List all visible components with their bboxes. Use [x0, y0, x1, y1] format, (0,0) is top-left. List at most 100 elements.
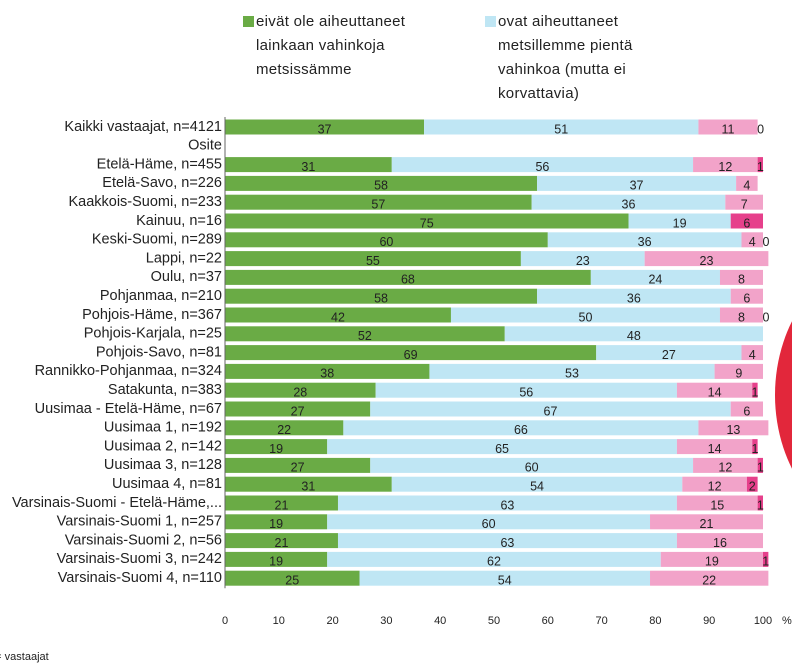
bar-segment [676, 533, 763, 549]
legend-swatch [485, 16, 496, 27]
bar-segment [225, 533, 338, 549]
bar-segment [757, 157, 763, 173]
value-label: 28 [293, 385, 307, 399]
x-tick-label: 20 [326, 615, 338, 627]
value-label: 19 [269, 517, 283, 531]
value-label: 21 [275, 536, 289, 550]
value-label: 60 [482, 517, 496, 531]
value-label: 55 [366, 254, 380, 268]
bar-segment [225, 269, 591, 285]
value-label: 14 [708, 442, 722, 456]
bar-segment [660, 551, 763, 567]
bar-segment [628, 213, 731, 229]
y-tick-label: Osite [188, 138, 222, 154]
bar-segment [719, 307, 763, 323]
y-tick-label: Kaakkois-Suomi, n=233 [68, 194, 222, 210]
y-tick-label: Satakunta, n=383 [108, 382, 222, 398]
bar-segment [225, 363, 430, 379]
x-tick-label: 50 [488, 615, 500, 627]
bar-segment [225, 345, 597, 361]
value-label: 0 [763, 235, 770, 249]
value-label: 1 [757, 461, 764, 475]
value-label: 0 [763, 310, 770, 324]
value-label: 1 [762, 555, 769, 569]
bar-segment [698, 119, 758, 135]
value-label: 23 [700, 254, 714, 268]
bar-segment [763, 551, 769, 567]
bar-segment [424, 119, 699, 135]
bar-segment [682, 476, 747, 492]
y-tick-label: Keski-Suomi, n=289 [92, 232, 222, 248]
value-label: 12 [718, 461, 732, 475]
legend-item: ovat aiheuttaneet metsillemme pientä vah… [485, 10, 663, 106]
bar-segment [370, 401, 731, 417]
bar-segment [698, 420, 769, 436]
x-tick-label: 70 [595, 615, 607, 627]
value-label: 22 [702, 573, 716, 587]
bar-segment [359, 570, 651, 586]
bar-segment [225, 194, 532, 210]
value-label: 69 [404, 348, 418, 362]
y-tick-label: Varsinais-Suomi - Etelä-Häme,... [12, 495, 222, 511]
value-label: 54 [498, 573, 512, 587]
value-label: 37 [318, 122, 332, 136]
value-label: 11 [722, 122, 735, 136]
bar-segment [450, 307, 720, 323]
bar-segment [644, 251, 769, 267]
bar-segment [714, 363, 763, 379]
x-tick-label: 90 [703, 615, 715, 627]
value-label: 12 [708, 479, 722, 493]
x-tick-label: 40 [434, 615, 446, 627]
value-label: 42 [331, 310, 345, 324]
value-label: 53 [565, 367, 579, 381]
bar-segment [676, 495, 758, 511]
value-label: 21 [700, 517, 714, 531]
bar-segment [693, 157, 758, 173]
bar-segment [327, 551, 661, 567]
bar-segment [343, 420, 699, 436]
bar-segment [225, 288, 538, 304]
bar-segment [504, 326, 763, 342]
bar-segment [531, 194, 726, 210]
value-label: 62 [487, 555, 501, 569]
bar-segment [752, 382, 758, 398]
bar-segment [719, 269, 763, 285]
bar-segment [730, 288, 763, 304]
value-label: 38 [320, 367, 334, 381]
bar-segment [596, 345, 742, 361]
value-label: 65 [495, 442, 509, 456]
y-tick-label: Etelä-Savo, n=226 [102, 175, 222, 191]
value-label: 31 [301, 160, 315, 174]
bar-segment [225, 213, 629, 229]
value-label: 36 [627, 291, 641, 305]
value-label: 4 [749, 348, 756, 362]
y-tick-label: Etelä-Häme, n=455 [97, 156, 222, 172]
bar-segment [225, 551, 328, 567]
x-tick-label: 60 [542, 615, 554, 627]
bar-segment [429, 363, 715, 379]
value-label: 75 [420, 216, 434, 230]
value-label: 27 [291, 461, 305, 475]
x-tick-label: 80 [649, 615, 661, 627]
bar-segment [746, 476, 758, 492]
value-label: 22 [277, 423, 291, 437]
value-label: 1 [751, 442, 758, 456]
y-tick-label: Varsinais-Suomi 3, n=242 [57, 551, 222, 567]
value-label: 51 [554, 122, 568, 136]
value-label: 16 [713, 536, 727, 550]
bar-segment [650, 570, 769, 586]
value-label: 19 [705, 555, 719, 569]
value-label: 24 [648, 273, 662, 287]
bar-segment [730, 401, 763, 417]
y-tick-label: Oulu, n=37 [151, 269, 222, 285]
value-label: 52 [358, 329, 372, 343]
value-label: 31 [301, 479, 315, 493]
bar-segment [225, 119, 425, 135]
bar-segment [225, 175, 538, 191]
bar-segment [225, 495, 338, 511]
bar-segment [391, 157, 694, 173]
value-label: 6 [743, 216, 750, 230]
bar-segment [225, 457, 371, 473]
y-tick-label: Varsinais-Suomi 2, n=56 [65, 532, 222, 548]
value-label: 56 [519, 385, 533, 399]
